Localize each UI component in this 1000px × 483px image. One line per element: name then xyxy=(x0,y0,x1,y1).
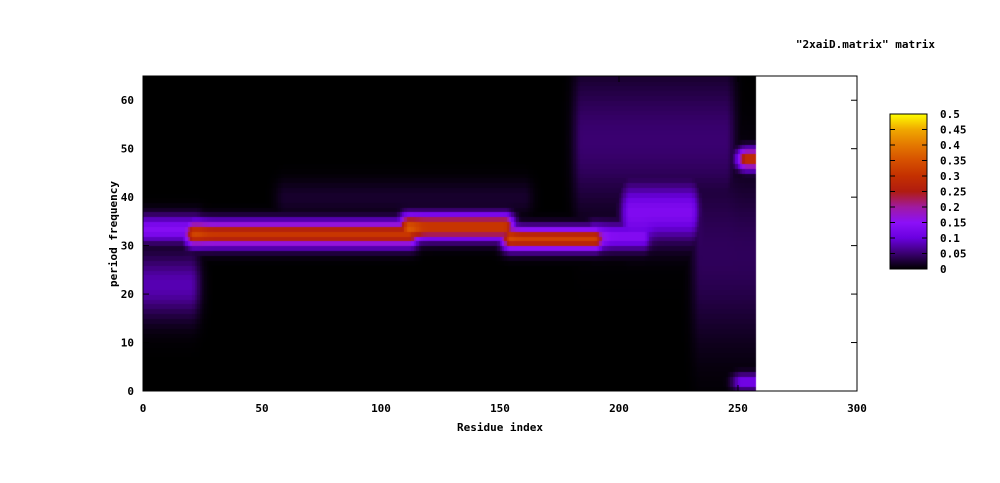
colorbar-tick-label: 0.5 xyxy=(940,108,960,121)
colorbar-tick-label: 0.45 xyxy=(940,124,967,137)
colorbar-ticks: 0 0.05 0.1 0.15 0.2 0.25 0.3 0.35 0.4 0.45 0.5 xyxy=(890,108,967,276)
y-tick-label: 10 xyxy=(121,337,134,350)
colorbar-tick-label: 0.3 xyxy=(940,170,960,183)
x-tick-label: 100 xyxy=(371,402,391,415)
chart-title: "2xaiD.matrix" matrix xyxy=(796,38,935,51)
y-tick-label: 20 xyxy=(121,288,134,301)
y-tick-label: 40 xyxy=(121,191,134,204)
heatmap-cells xyxy=(143,76,857,391)
colorbar-tick-label: 0.05 xyxy=(940,248,967,261)
colorbar-tick-label: 0 xyxy=(940,263,947,276)
y-tick-label: 0 xyxy=(127,385,134,398)
x-tick-label: 50 xyxy=(255,402,268,415)
colorbar-tick-label: 0.1 xyxy=(940,232,960,245)
y-tick-label: 50 xyxy=(121,143,134,156)
y-tick-label: 60 xyxy=(121,94,134,107)
y-axis-label: period frequency xyxy=(107,181,120,287)
x-tick-label: 300 xyxy=(847,402,867,415)
heatmap-area xyxy=(143,76,857,391)
x-axis-label: Residue index xyxy=(457,421,543,434)
x-tick-label: 250 xyxy=(728,402,748,415)
x-tick-label: 200 xyxy=(609,402,629,415)
y-axis: 0 10 20 30 40 50 60 xyxy=(121,94,857,398)
colorbar-tick-label: 0.4 xyxy=(940,139,960,152)
x-tick-label: 150 xyxy=(490,402,510,415)
y-tick-label: 30 xyxy=(121,240,134,253)
colorbar xyxy=(889,113,928,270)
x-tick-label: 0 xyxy=(140,402,147,415)
colorbar-tick-label: 0.25 xyxy=(940,186,967,199)
colorbar-tick-label: 0.2 xyxy=(940,201,960,214)
colorbar-tick-label: 0.35 xyxy=(940,155,967,168)
colorbar-tick-label: 0.15 xyxy=(940,217,967,230)
x-axis: 0 50 100 150 200 250 300 xyxy=(140,76,867,415)
